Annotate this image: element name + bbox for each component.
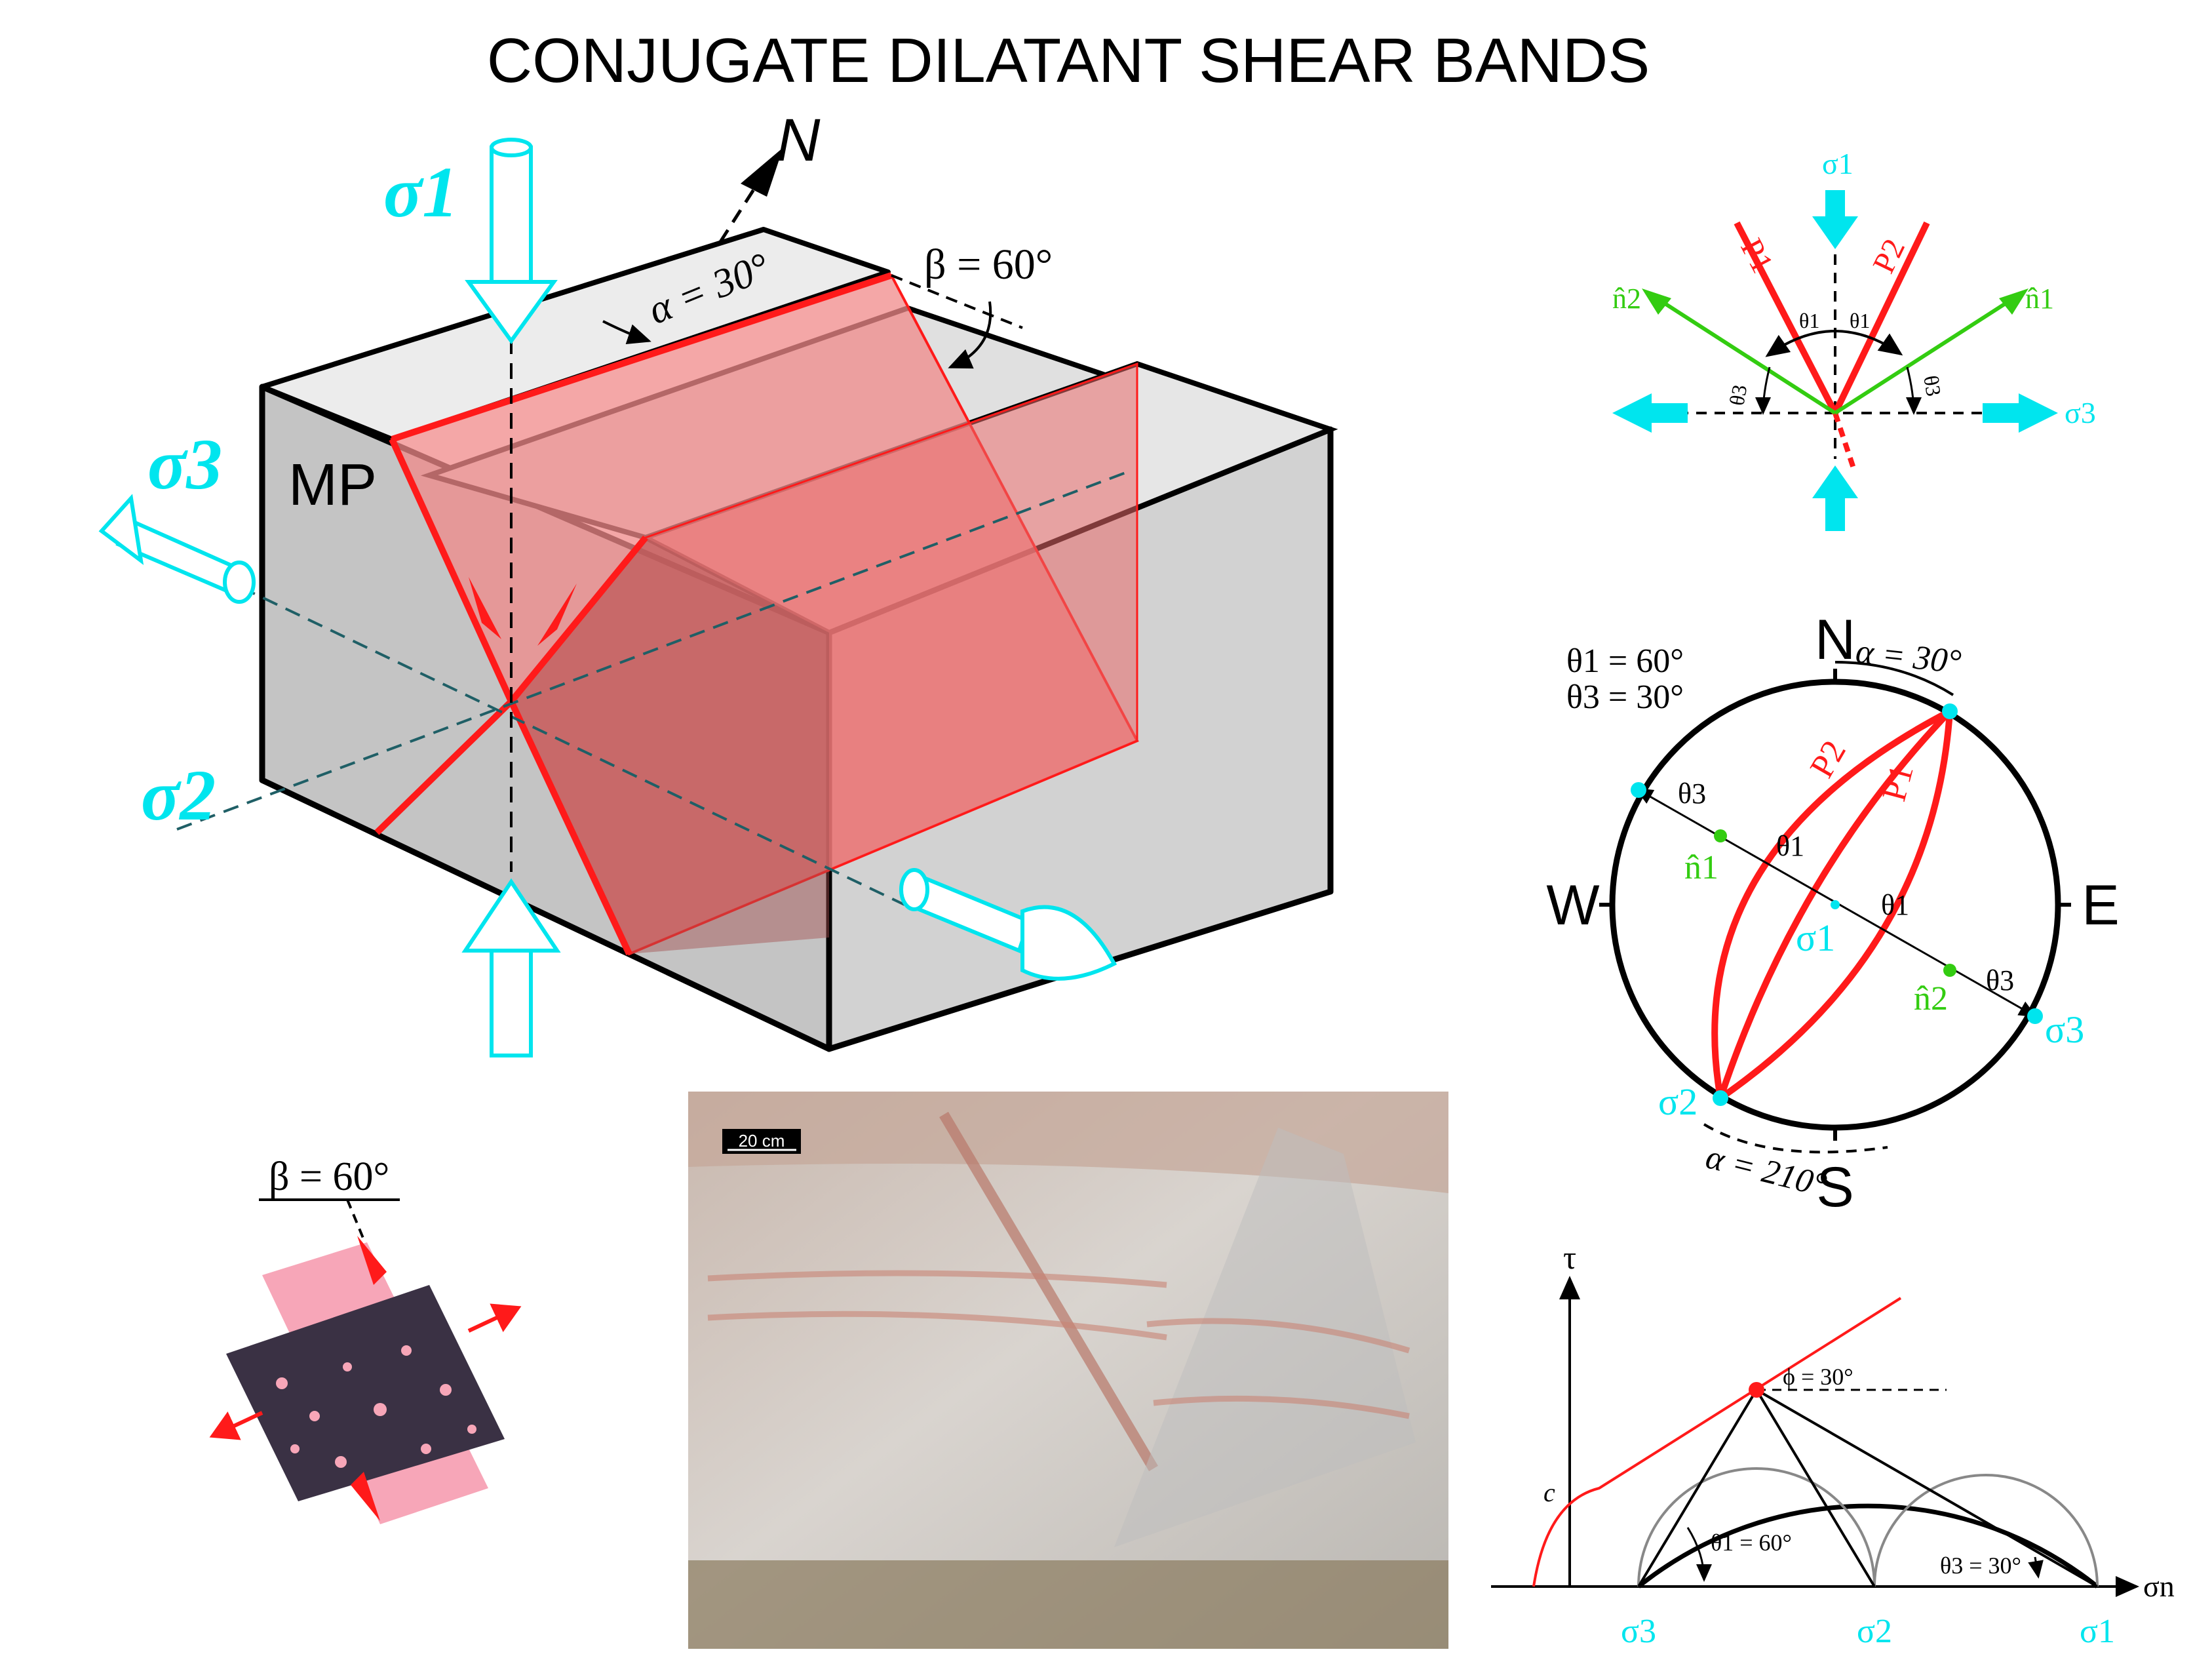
stereonet: N S W E α = 30° α = 210° θ1 = 60° θ3 = 3…: [1546, 608, 2119, 1219]
mohr-sigma3: σ3: [1621, 1613, 1656, 1650]
sigma1-point: [1831, 900, 1840, 909]
n1-normal: [1834, 293, 2020, 415]
section-theta3-left: θ3: [1724, 383, 1751, 407]
alpha-top-arc: [1834, 661, 1954, 696]
stereonet-theta3-a: θ3: [1678, 778, 1706, 810]
mp-label: MP: [288, 452, 377, 518]
shear-sense-icon-2: [537, 583, 577, 646]
section-sigma3-label: σ3: [2065, 396, 2096, 429]
north-label: N: [777, 107, 821, 174]
beta-dash: [891, 274, 1023, 329]
band-top-trace: [391, 272, 893, 443]
theta1-arc: [1765, 330, 1903, 357]
tau-label: τ: [1563, 1239, 1576, 1276]
mohr-circle-large: [1637, 1503, 2099, 1588]
stereonet-n2: n̂2: [1914, 980, 1948, 1017]
grain-shear-arrow-icon-2: [351, 1472, 380, 1521]
sigma3-right-arrow: [899, 868, 1117, 981]
mohr-diagram: τ σn c ϕ = 30° θ1 = 60° θ3 = 30° σ3 σ2 σ…: [1491, 1239, 2175, 1650]
shear-band-dark: [511, 538, 829, 954]
sigma-n-label: σn: [2143, 1569, 2175, 1603]
stereonet-sigma2: σ2: [1658, 1080, 1698, 1123]
stereonet-north: N: [1815, 608, 1855, 671]
stereonet-east: E: [2082, 874, 2119, 937]
north-arrowhead-icon: [741, 148, 783, 197]
section-n2-label: n̂2: [1612, 283, 1641, 315]
grain-sketch: β = 60°: [209, 1154, 522, 1524]
stereonet-n1: n̂1: [1684, 849, 1718, 886]
sigma2-point: [1713, 1090, 1728, 1106]
mohr-sigma2: σ2: [1857, 1613, 1892, 1650]
mohr-theta1-label: θ1 = 60°: [1711, 1529, 1792, 1556]
sigma3-point: [2027, 1008, 2043, 1024]
theta3-left-arc: [1755, 366, 1772, 415]
section-sigma3-left-arrow-icon: [1612, 393, 1688, 433]
section-sigma1-bottom-arrow-icon: [1812, 465, 1858, 531]
section-p1-label: P1: [1734, 233, 1780, 279]
sigma1-top-arrow: [465, 138, 558, 345]
stereonet-theta3-value: θ3 = 30°: [1566, 679, 1684, 716]
n2-arrowhead-icon: [1642, 288, 1671, 315]
tangent-point: [1749, 1382, 1764, 1398]
sigma1-label: σ1: [383, 152, 458, 232]
sigma3-point-west: [1631, 782, 1646, 798]
p2-plane: [1832, 221, 1930, 415]
p-plane-ext: [1833, 412, 1857, 473]
stereonet-west: W: [1546, 874, 1599, 937]
grain-beta-label: β = 60°: [269, 1154, 389, 1199]
stereonet-theta1-a: θ1: [1776, 830, 1804, 862]
section-n1-label: n̂1: [2025, 283, 2054, 315]
n2-pole: [1943, 964, 1956, 977]
stereonet-sigma3: σ3: [2045, 1008, 2084, 1051]
mohr-circle-small-2: [1873, 1474, 2099, 1587]
section-theta1-left: θ1: [1799, 309, 1819, 332]
sigma1-bottom-arrow: [461, 878, 561, 1057]
stereonet-theta1-value: θ1 = 60°: [1566, 642, 1684, 680]
shear-sense-icon: [469, 577, 501, 639]
sigma2-north-point: [1942, 703, 1958, 719]
sigma2-label: σ2: [141, 755, 216, 835]
section-sigma1-top-arrow-icon: [1812, 190, 1858, 249]
mohr-circle-small-1: [1637, 1467, 1876, 1587]
figure-title: CONJUGATE DILATANT SHEAR BANDS: [487, 26, 1650, 96]
beta-label: β = 60°: [924, 241, 1053, 288]
grain-clasts: [276, 1345, 476, 1468]
n1-arrowhead-icon: [1999, 288, 2028, 315]
section-sigma1-label: σ1: [1822, 147, 1853, 180]
field-photo: 20 cm: [688, 1092, 1448, 1649]
block-top-face: [260, 227, 891, 442]
alpha-bottom-arc: [1703, 1123, 1888, 1154]
beta-arc: [948, 301, 992, 369]
stereonet-south: S: [1816, 1156, 1853, 1219]
stereonet-p1: P1: [1876, 760, 1921, 805]
section-theta1-right: θ1: [1850, 309, 1870, 332]
phi-label: ϕ = 30°: [1783, 1364, 1853, 1390]
sigma3-left-arrow: [98, 494, 256, 604]
alpha-arc: [602, 320, 651, 345]
stereonet-alpha-bottom: α = 210°: [1702, 1138, 1830, 1204]
sigma3-label: σ3: [147, 424, 222, 504]
section-theta3-right: θ3: [1919, 374, 1946, 398]
sigma2-axis: [176, 471, 1128, 831]
grain-shear-arrow-icon: [357, 1236, 387, 1285]
stereonet-sigma1: σ1: [1796, 917, 1835, 959]
p1-plane: [1734, 221, 1838, 415]
scale-label: 20 cm: [739, 1131, 785, 1151]
c-label: c: [1543, 1478, 1555, 1507]
block-diagram: N: [98, 107, 1338, 1057]
n2-normal: [1650, 293, 1836, 415]
failure-envelope: [1532, 1297, 1902, 1587]
stereonet-theta1-b: θ1: [1881, 889, 1909, 921]
mohr-theta3-label: θ3 = 30°: [1940, 1552, 2021, 1579]
theta3-right-arc: [1905, 366, 1922, 415]
mohr-sigma1: σ1: [2080, 1613, 2115, 1650]
stereonet-theta3-b: θ3: [1986, 964, 2014, 996]
stereonet-alpha-top: α = 30°: [1854, 633, 1963, 681]
sigma3-axis: [150, 543, 905, 906]
stress-section-diagram: σ1 σ3 P1 P2 n̂1 n̂2 θ1 θ1 θ3 θ3: [1612, 147, 2096, 531]
n1-pole: [1714, 829, 1727, 842]
section-sigma3-right-arrow-icon: [1983, 393, 2058, 433]
